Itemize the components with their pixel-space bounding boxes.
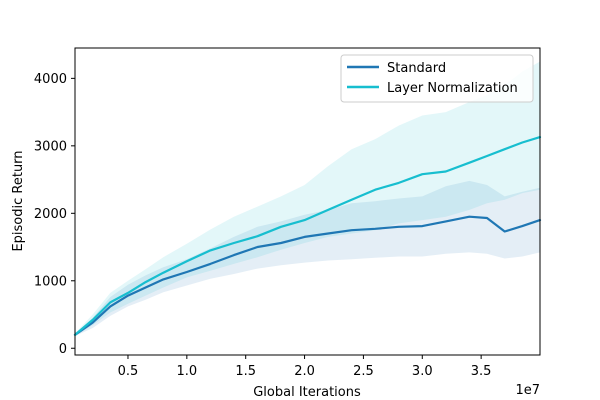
- y-tick-label: 3000: [34, 139, 67, 154]
- plot-frame: [74, 47, 541, 356]
- series-line-layer-normalization: [73, 136, 542, 336]
- y-axis-label: Episodic Return: [11, 150, 26, 251]
- series-line-standard: [73, 215, 542, 336]
- y-tick-label: 4000: [34, 72, 67, 87]
- band-layer-normalization: [75, 61, 540, 337]
- x-tick-label: 1.5: [235, 364, 256, 379]
- y-axis-ticks: 0 1000 2000 3000 4000: [34, 72, 75, 357]
- y-tick-label: 2000: [34, 207, 67, 222]
- band-standard: [75, 180, 540, 337]
- legend-box: [340, 54, 534, 103]
- legend-label-layer-normalization: Layer Normalization: [387, 81, 518, 96]
- x-axis-label: Global Iterations: [253, 385, 361, 400]
- y-tick-label: 1000: [34, 274, 67, 289]
- confidence-bands: [75, 61, 540, 337]
- x-tick-label: 3.5: [471, 364, 492, 379]
- y-tick-label: 0: [59, 342, 67, 357]
- legend-label-standard: Standard: [387, 61, 446, 76]
- x-tick-label: 0.5: [118, 364, 139, 379]
- x-axis-ticks: 0.5 1.0 1.5 2.0 2.5 3.0 3.5: [118, 355, 492, 379]
- x-tick-label: 2.5: [353, 364, 374, 379]
- legend: Standard Layer Normalization: [340, 54, 534, 103]
- x-tick-label: 3.0: [412, 364, 433, 379]
- x-tick-label: 2.0: [294, 364, 315, 379]
- x-tick-label: 1.0: [176, 364, 197, 379]
- series-lines: [73, 136, 542, 336]
- x-axis-offset-label: 1e7: [515, 383, 540, 398]
